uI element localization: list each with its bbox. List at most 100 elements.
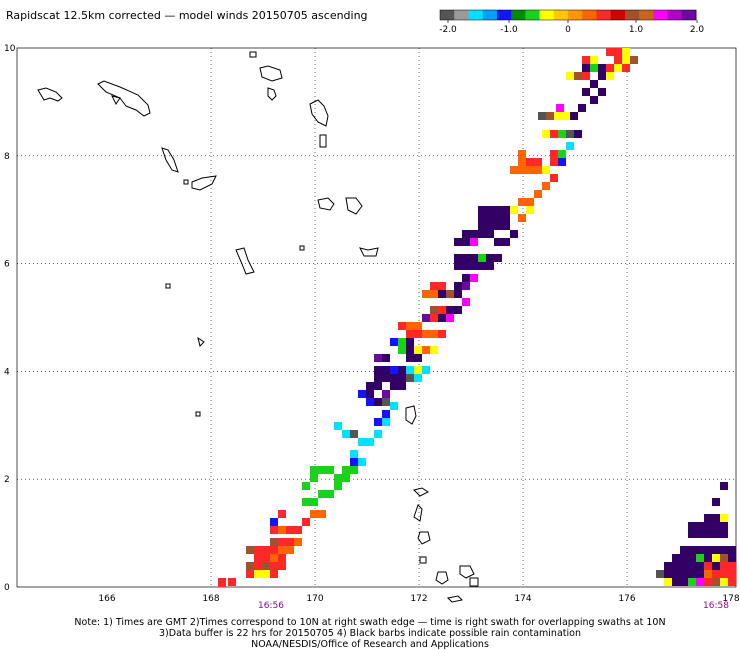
wind-cell xyxy=(598,72,606,80)
wind-cell xyxy=(486,262,494,270)
wind-cell xyxy=(680,562,688,570)
wind-cell xyxy=(414,330,422,338)
wind-cell xyxy=(478,254,486,262)
wind-cell xyxy=(582,88,590,96)
wind-cell xyxy=(246,562,254,570)
wind-cell xyxy=(664,570,672,578)
wind-cell xyxy=(470,262,478,270)
wind-cell xyxy=(462,274,470,282)
island-outline xyxy=(183,179,189,185)
wind-cell xyxy=(430,290,438,298)
wind-cell xyxy=(630,56,638,64)
wind-cell xyxy=(622,48,630,56)
colorbar-swatch xyxy=(596,10,612,20)
wind-cell xyxy=(270,562,278,570)
wind-cell xyxy=(566,130,574,138)
wind-cell xyxy=(518,166,526,174)
wind-cell xyxy=(550,158,558,166)
wind-cell xyxy=(398,366,406,374)
wind-cell xyxy=(374,430,382,438)
wind-cell xyxy=(712,562,720,570)
wind-cell xyxy=(582,64,590,72)
wind-cell xyxy=(502,214,510,222)
wind-cell xyxy=(462,230,470,238)
wind-cell xyxy=(358,458,366,466)
wind-cell xyxy=(310,474,318,482)
wind-cell xyxy=(688,522,696,530)
island-outline xyxy=(111,95,121,105)
wind-cell xyxy=(712,514,720,522)
wind-cell xyxy=(590,56,598,64)
wind-cell xyxy=(510,230,518,238)
wind-cell xyxy=(680,570,688,578)
wind-cell xyxy=(310,510,318,518)
wind-cell xyxy=(704,562,712,570)
island-outline xyxy=(309,99,329,127)
wind-cell xyxy=(696,530,704,538)
wind-cell xyxy=(574,130,582,138)
wind-cell xyxy=(406,346,414,354)
x-tick-label: 174 xyxy=(514,594,531,604)
wind-cell xyxy=(422,330,430,338)
wind-cell xyxy=(720,570,728,578)
x-tick-label: 178 xyxy=(722,594,739,604)
wind-cell xyxy=(622,56,630,64)
wind-cell xyxy=(342,430,350,438)
colorbar-legend: -2.0 -1.0 0 1.0 2.0 xyxy=(439,9,704,35)
wind-cell xyxy=(438,330,446,338)
colorbar-swatch xyxy=(610,10,626,20)
wind-cell xyxy=(614,48,622,56)
colorbar-swatch xyxy=(482,10,498,20)
wind-cell xyxy=(526,206,534,214)
wind-cell xyxy=(430,282,438,290)
wind-cell xyxy=(294,538,302,546)
wind-cell xyxy=(422,366,430,374)
x-tick-label: 176 xyxy=(618,594,635,604)
wind-cell xyxy=(494,222,502,230)
wind-cell xyxy=(712,498,720,506)
island-outline xyxy=(413,504,423,522)
y-tick-label: 0 xyxy=(4,583,10,593)
wind-cell xyxy=(546,112,554,120)
wind-cell xyxy=(566,142,574,150)
wind-cell xyxy=(254,562,262,570)
wind-cell xyxy=(350,466,358,474)
wind-cell xyxy=(422,346,430,354)
wind-cell xyxy=(446,290,454,298)
wind-cell xyxy=(518,198,526,206)
colorbar-label: 1.0 xyxy=(629,25,644,35)
wind-cell xyxy=(518,150,526,158)
wind-cell xyxy=(218,578,226,587)
wind-cell xyxy=(526,158,534,166)
wind-cell xyxy=(574,72,582,80)
wind-cell xyxy=(350,450,358,458)
wind-cell xyxy=(294,526,302,534)
wind-cell xyxy=(538,112,546,120)
wind-cell xyxy=(550,130,558,138)
wind-cell xyxy=(656,570,664,578)
wind-cell xyxy=(728,546,736,554)
wind-cell xyxy=(704,554,712,562)
wind-cell xyxy=(720,562,728,570)
wind-cell xyxy=(382,410,390,418)
island-outline xyxy=(197,336,205,347)
wind-cell xyxy=(246,546,254,554)
wind-cell xyxy=(534,190,542,198)
wind-cell xyxy=(680,578,688,586)
wind-cell xyxy=(228,578,236,586)
wind-cell xyxy=(494,238,502,246)
wind-cell xyxy=(438,314,446,322)
wind-cell xyxy=(704,578,712,586)
wind-cell xyxy=(502,206,510,214)
wind-cell xyxy=(606,72,614,80)
wind-cell xyxy=(606,48,614,56)
wind-cell xyxy=(454,306,462,314)
wind-cell xyxy=(688,554,696,562)
wind-cell xyxy=(374,398,382,406)
wind-cell xyxy=(672,578,680,586)
wind-cell xyxy=(518,214,526,222)
wind-cell xyxy=(688,546,696,554)
wind-cell xyxy=(382,418,390,426)
wind-cell xyxy=(688,578,696,586)
wind-cell xyxy=(696,578,704,586)
